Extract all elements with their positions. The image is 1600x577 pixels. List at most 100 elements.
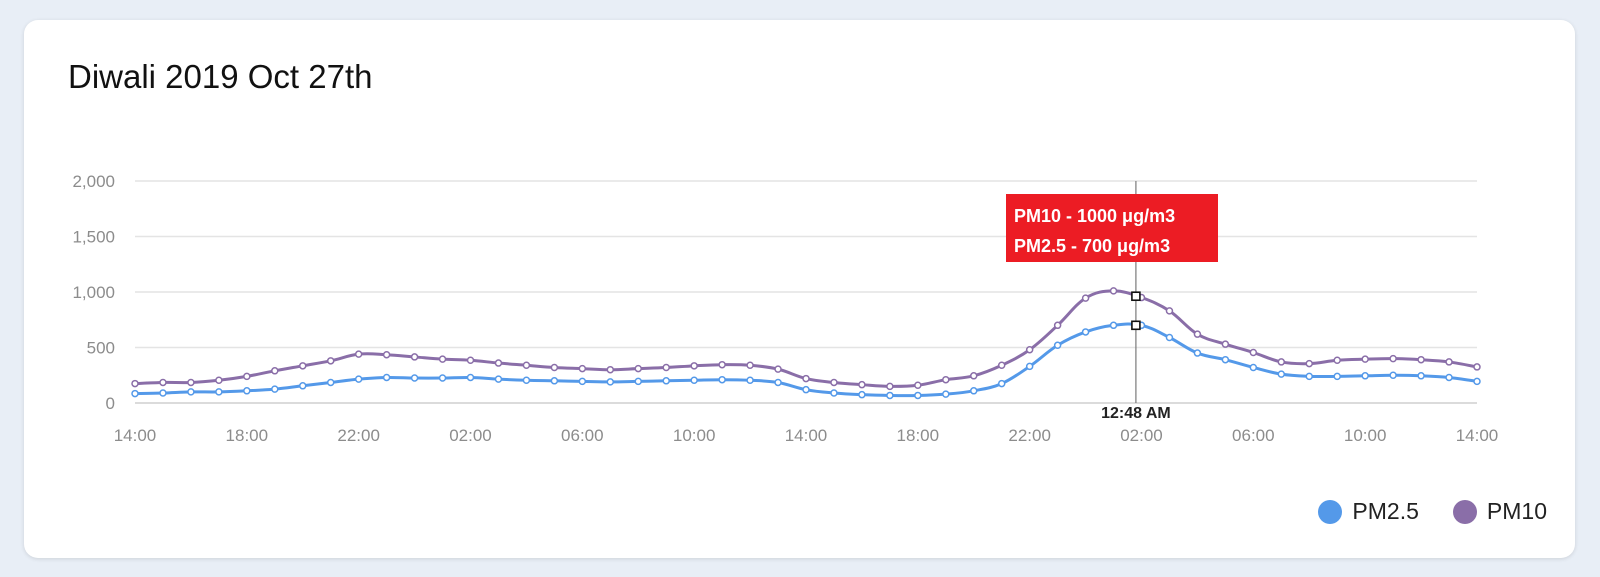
data-point-pm10 xyxy=(970,372,978,380)
data-point-pm10 xyxy=(271,367,279,375)
data-point-pm10 xyxy=(858,380,866,389)
data-point-pm10 xyxy=(187,378,195,387)
data-point-pm25 xyxy=(1473,377,1481,386)
data-point-pm10 xyxy=(1305,359,1313,368)
x-tick-label: 18:00 xyxy=(226,426,269,445)
data-point-pm10 xyxy=(494,359,503,367)
x-tick-label: 06:00 xyxy=(561,426,604,445)
data-point-pm10 xyxy=(1473,363,1481,371)
legend-swatch-pm10 xyxy=(1452,499,1477,524)
data-point-pm25 xyxy=(1361,372,1369,380)
data-point-pm25 xyxy=(243,387,251,395)
data-point-pm25 xyxy=(1053,341,1062,350)
data-point-pm25 xyxy=(550,377,559,385)
data-point-pm10 xyxy=(718,360,726,369)
data-point-pm10 xyxy=(690,362,698,370)
series-layer xyxy=(131,287,1481,400)
legend-label-pm10: PM10 xyxy=(1486,498,1547,524)
chart-card: Diwali 2019 Oct 27th 0 500 1,000 1,500 2,000… xyxy=(24,20,1575,558)
data-point-pm25 xyxy=(774,378,782,387)
data-point-pm25 xyxy=(830,389,838,397)
x-tick-label: 02:00 xyxy=(449,426,492,445)
data-point-pm10 xyxy=(606,365,615,374)
data-point-pm25 xyxy=(466,373,475,382)
data-point-pm10 xyxy=(159,378,167,387)
data-point-pm10 xyxy=(131,379,139,388)
tooltip-line: PM2.5 - 700 μg/m3 xyxy=(1014,236,1170,256)
data-point-pm10 xyxy=(243,372,251,381)
data-point-pm25 xyxy=(1445,373,1453,382)
data-point-pm10 xyxy=(1053,321,1062,330)
x-tick-label: 10:00 xyxy=(673,426,716,445)
data-point-pm25 xyxy=(746,376,754,384)
data-point-pm25 xyxy=(718,375,726,384)
x-tick-label: 22:00 xyxy=(1008,426,1051,445)
data-point-pm10 xyxy=(550,363,559,372)
y-tick-label: 1,500 xyxy=(72,228,115,247)
data-point-pm25 xyxy=(326,378,335,387)
x-tick-label: 14:00 xyxy=(1456,426,1499,445)
data-point-pm25 xyxy=(1277,370,1286,378)
y-tick-label: 2,000 xyxy=(72,172,115,191)
data-point-pm25 xyxy=(1221,355,1230,364)
data-point-pm10 xyxy=(1333,356,1341,365)
data-point-pm10 xyxy=(326,357,335,365)
data-point-pm10 xyxy=(410,353,419,361)
data-point-pm25 xyxy=(1389,371,1397,379)
data-point-pm25 xyxy=(159,389,167,397)
data-point-pm25 xyxy=(1025,362,1034,371)
data-point-pm25 xyxy=(410,374,419,382)
legend: PM2.5 PM10 xyxy=(1318,498,1547,525)
x-tick-label: 06:00 xyxy=(1232,426,1275,445)
tooltip-line: PM10 - 1000 μg/m3 xyxy=(1014,206,1175,226)
data-point-pm25 xyxy=(997,379,1006,388)
data-point-pm10 xyxy=(1361,355,1369,363)
data-point-pm25 xyxy=(1165,333,1174,342)
x-tick-label: 22:00 xyxy=(337,426,380,445)
data-point-pm10 xyxy=(997,361,1006,370)
data-point-pm10 xyxy=(438,355,447,363)
chart-title: Diwali 2019 Oct 27th xyxy=(68,58,373,95)
data-point-pm10 xyxy=(1081,294,1090,302)
data-point-pm25 xyxy=(886,391,894,400)
data-point-pm25 xyxy=(1333,372,1341,381)
data-point-pm25 xyxy=(1305,372,1313,381)
data-point-pm10 xyxy=(802,374,810,383)
data-point-pm10 xyxy=(774,365,782,373)
data-point-pm25 xyxy=(690,376,698,384)
data-point-pm10 xyxy=(299,362,307,370)
data-point-pm25 xyxy=(1417,372,1425,380)
data-point-pm25 xyxy=(522,376,531,384)
data-point-pm10 xyxy=(914,381,922,389)
x-tick-label: 02:00 xyxy=(1120,426,1163,445)
data-point-pm10 xyxy=(746,361,754,370)
data-point-pm10 xyxy=(634,364,642,373)
data-point-pm25 xyxy=(858,390,866,399)
crosshair-marker-pm25 xyxy=(1131,320,1141,331)
data-point-pm10 xyxy=(1221,340,1230,348)
data-point-pm25 xyxy=(438,374,447,382)
data-point-pm10 xyxy=(466,356,475,365)
x-tick-label: 10:00 xyxy=(1344,426,1387,445)
legend-item-pm25[interactable]: PM2.5 xyxy=(1318,498,1419,525)
data-point-pm25 xyxy=(299,382,307,390)
data-point-pm25 xyxy=(606,378,615,386)
data-point-pm10 xyxy=(1417,355,1425,364)
data-point-pm25 xyxy=(1193,349,1202,357)
data-point-pm25 xyxy=(354,375,363,383)
x-tick-label: 14:00 xyxy=(785,426,828,445)
y-tick-label: 0 xyxy=(106,394,115,413)
data-point-pm10 xyxy=(382,350,391,359)
data-point-pm10 xyxy=(886,382,894,391)
legend-item-pm10[interactable]: PM10 xyxy=(1452,498,1547,525)
data-point-pm25 xyxy=(578,377,587,386)
data-point-pm10 xyxy=(662,363,670,372)
data-point-pm25 xyxy=(914,391,922,400)
legend-label-pm25: PM2.5 xyxy=(1352,498,1419,524)
x-tick-label: 14:00 xyxy=(114,426,157,445)
data-point-pm10 xyxy=(1025,345,1034,354)
data-point-pm25 xyxy=(187,388,195,396)
data-point-pm10 xyxy=(354,350,363,358)
data-point-pm25 xyxy=(1081,328,1090,336)
y-tick-label: 500 xyxy=(87,339,115,358)
